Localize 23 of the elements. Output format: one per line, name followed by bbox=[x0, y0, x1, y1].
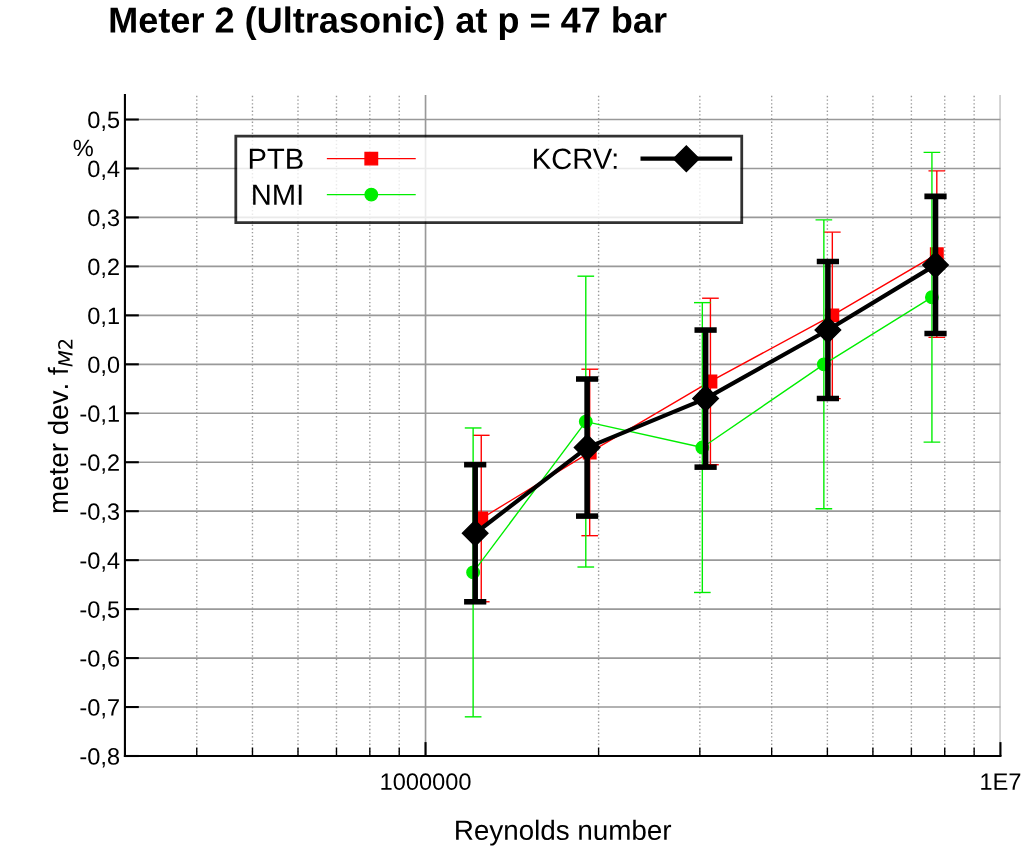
legend-label: PTB bbox=[249, 148, 303, 169]
y-tick-label: 0,0 bbox=[88, 356, 120, 376]
chart-title: Meter 2 (Ultrasonic) at p = 47 bar bbox=[110, 6, 667, 41]
y-tick-label: 0,3 bbox=[88, 209, 120, 230]
x-axis-title: Reynolds number bbox=[456, 819, 672, 846]
y-tick-label: -0,3 bbox=[80, 503, 120, 523]
y-tick-label: -0,6 bbox=[80, 650, 120, 670]
y-tick-label: -0,5 bbox=[80, 601, 120, 621]
y-tick-label: 0,1 bbox=[88, 307, 119, 327]
y-axis-title: meter dev. f$_{M2}$ bbox=[47, 339, 73, 513]
legend-label: KCRV: bbox=[534, 148, 617, 170]
y-tick-label: 0,5 bbox=[88, 111, 120, 132]
y-tick-label: -0,2 bbox=[80, 454, 119, 474]
x-tick-label: 1000000 bbox=[381, 773, 471, 791]
y-tick-label: -0,1 bbox=[80, 405, 119, 425]
y-tick-label: -0,7 bbox=[80, 699, 119, 719]
x-tick-label: 1E7 bbox=[981, 773, 1021, 790]
y-tick-label: -0,4 bbox=[80, 552, 120, 572]
legend-label: NMI bbox=[253, 184, 302, 205]
y-tick-label: -0,8 bbox=[80, 748, 120, 768]
text: % bbox=[73, 139, 93, 157]
y-tick-label: 0,2 bbox=[88, 258, 119, 278]
y-tick-label: 0,4 bbox=[88, 160, 120, 181]
